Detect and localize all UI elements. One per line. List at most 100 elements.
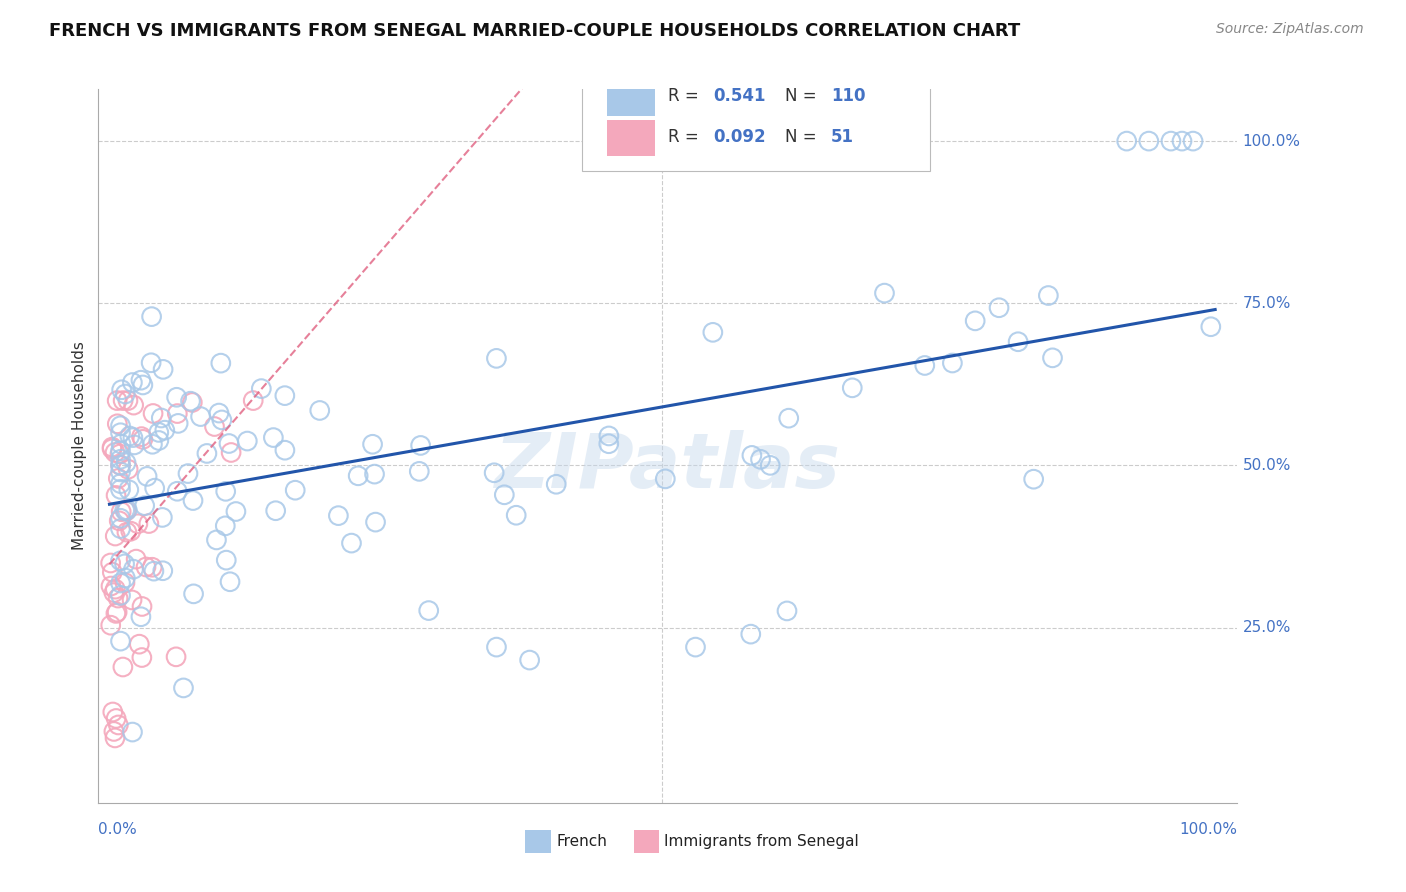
Point — [143, 481, 166, 495]
Point — [685, 640, 707, 654]
Point — [181, 493, 204, 508]
Point — [776, 604, 799, 618]
Point — [107, 471, 129, 485]
Point — [122, 398, 145, 412]
Point — [166, 484, 188, 499]
Point — [190, 409, 212, 424]
Point — [121, 376, 143, 390]
Text: 25.0%: 25.0% — [1243, 620, 1291, 635]
Point — [110, 458, 132, 472]
Point — [100, 618, 122, 632]
Text: N =: N = — [785, 87, 823, 105]
Point — [101, 566, 124, 580]
Point — [135, 560, 157, 574]
Text: 0.0%: 0.0% — [98, 822, 138, 838]
Point — [111, 660, 134, 674]
Text: 51: 51 — [831, 128, 853, 146]
Point — [107, 718, 129, 732]
Point — [138, 516, 160, 531]
Point — [142, 407, 165, 421]
Point — [100, 556, 122, 570]
Point — [340, 536, 363, 550]
Point — [165, 649, 187, 664]
Point — [1038, 288, 1060, 302]
Point — [166, 407, 188, 421]
Point — [741, 449, 763, 463]
Point — [110, 634, 132, 648]
Point — [150, 411, 173, 425]
Text: Source: ZipAtlas.com: Source: ZipAtlas.com — [1216, 22, 1364, 37]
Point — [110, 452, 132, 467]
Point — [115, 456, 138, 470]
Point — [914, 359, 936, 373]
Point — [114, 557, 136, 571]
Point — [118, 483, 141, 497]
Point — [114, 575, 136, 590]
Point — [1137, 134, 1160, 148]
Bar — [607, 80, 655, 116]
Point — [105, 393, 128, 408]
Point — [100, 579, 122, 593]
Point — [152, 362, 174, 376]
Point — [598, 436, 620, 450]
Point — [153, 423, 176, 437]
Text: N =: N = — [785, 128, 823, 146]
Text: 0.541: 0.541 — [713, 87, 766, 105]
Point — [264, 504, 287, 518]
Bar — [634, 830, 659, 853]
Point — [215, 553, 238, 567]
Point — [110, 588, 132, 602]
Point — [110, 418, 132, 433]
Point — [250, 382, 273, 396]
Point — [702, 326, 724, 340]
Point — [177, 467, 200, 481]
Point — [749, 452, 772, 467]
Point — [418, 604, 440, 618]
Point — [108, 447, 131, 461]
Point — [873, 286, 896, 301]
Point — [104, 731, 127, 745]
Point — [546, 477, 568, 491]
Point — [262, 431, 284, 445]
Text: FRENCH VS IMMIGRANTS FROM SENEGAL MARRIED-COUPLE HOUSEHOLDS CORRELATION CHART: FRENCH VS IMMIGRANTS FROM SENEGAL MARRIE… — [49, 22, 1021, 40]
Point — [505, 508, 527, 523]
Point — [205, 533, 228, 547]
Point — [104, 445, 127, 459]
Point — [127, 516, 149, 531]
Point — [121, 593, 143, 607]
Point — [740, 627, 762, 641]
Point — [1022, 472, 1045, 486]
Point — [129, 373, 152, 387]
Point — [117, 503, 139, 517]
Y-axis label: Married-couple Households: Married-couple Households — [72, 342, 87, 550]
Point — [328, 508, 350, 523]
Point — [139, 356, 162, 370]
Point — [1199, 319, 1222, 334]
Point — [142, 564, 165, 578]
Point — [105, 488, 128, 502]
Point — [114, 387, 136, 401]
Point — [1160, 134, 1182, 148]
Point — [117, 462, 139, 476]
Point — [110, 522, 132, 536]
Point — [131, 429, 153, 443]
Bar — [607, 120, 655, 155]
Point — [284, 483, 307, 498]
Point — [364, 515, 387, 529]
Point — [110, 443, 132, 458]
Text: 0.092: 0.092 — [713, 128, 766, 146]
Point — [110, 425, 132, 440]
Point — [363, 467, 385, 482]
Point — [204, 419, 226, 434]
Point — [219, 445, 242, 459]
Point — [105, 605, 128, 619]
Point — [598, 429, 620, 443]
Point — [519, 653, 541, 667]
Point — [114, 571, 136, 585]
Point — [101, 440, 124, 454]
Point — [136, 469, 159, 483]
Point — [129, 609, 152, 624]
Text: R =: R = — [668, 128, 704, 146]
Point — [409, 438, 432, 452]
Point — [120, 524, 142, 538]
